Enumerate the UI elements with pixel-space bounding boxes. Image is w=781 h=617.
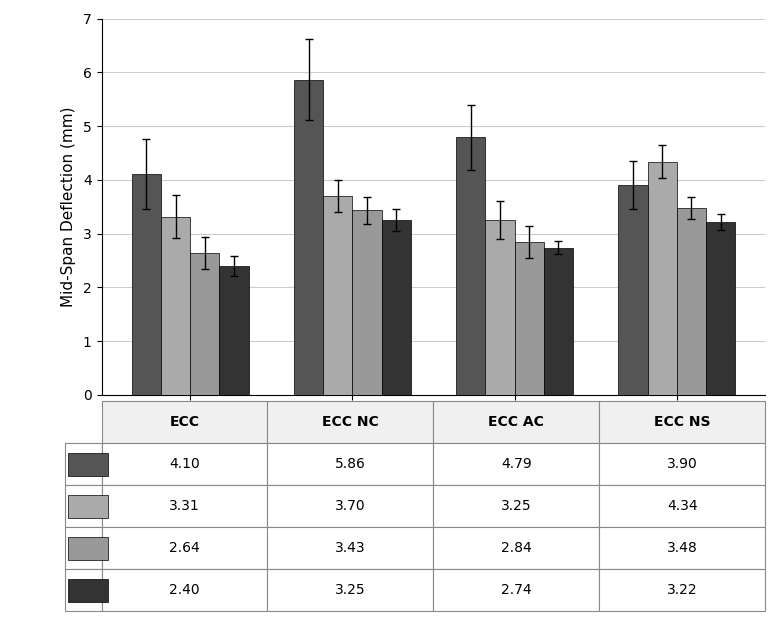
Bar — [619, 185, 647, 395]
Bar — [294, 80, 323, 395]
Y-axis label: Mid-Span Deflection (mm): Mid-Span Deflection (mm) — [61, 107, 76, 307]
Bar — [68, 495, 108, 518]
Bar — [190, 253, 219, 395]
Bar — [68, 537, 108, 560]
Bar — [219, 266, 248, 395]
Bar — [352, 210, 382, 395]
Bar — [485, 220, 515, 395]
Bar — [161, 217, 190, 395]
Bar — [456, 138, 485, 395]
Bar — [647, 162, 677, 395]
Bar — [132, 175, 161, 395]
Bar — [706, 222, 735, 395]
Bar — [382, 220, 411, 395]
Bar — [544, 247, 573, 395]
Bar — [68, 579, 108, 602]
Bar — [515, 242, 544, 395]
Bar — [323, 196, 352, 395]
Bar — [677, 208, 706, 395]
Bar — [68, 453, 108, 476]
